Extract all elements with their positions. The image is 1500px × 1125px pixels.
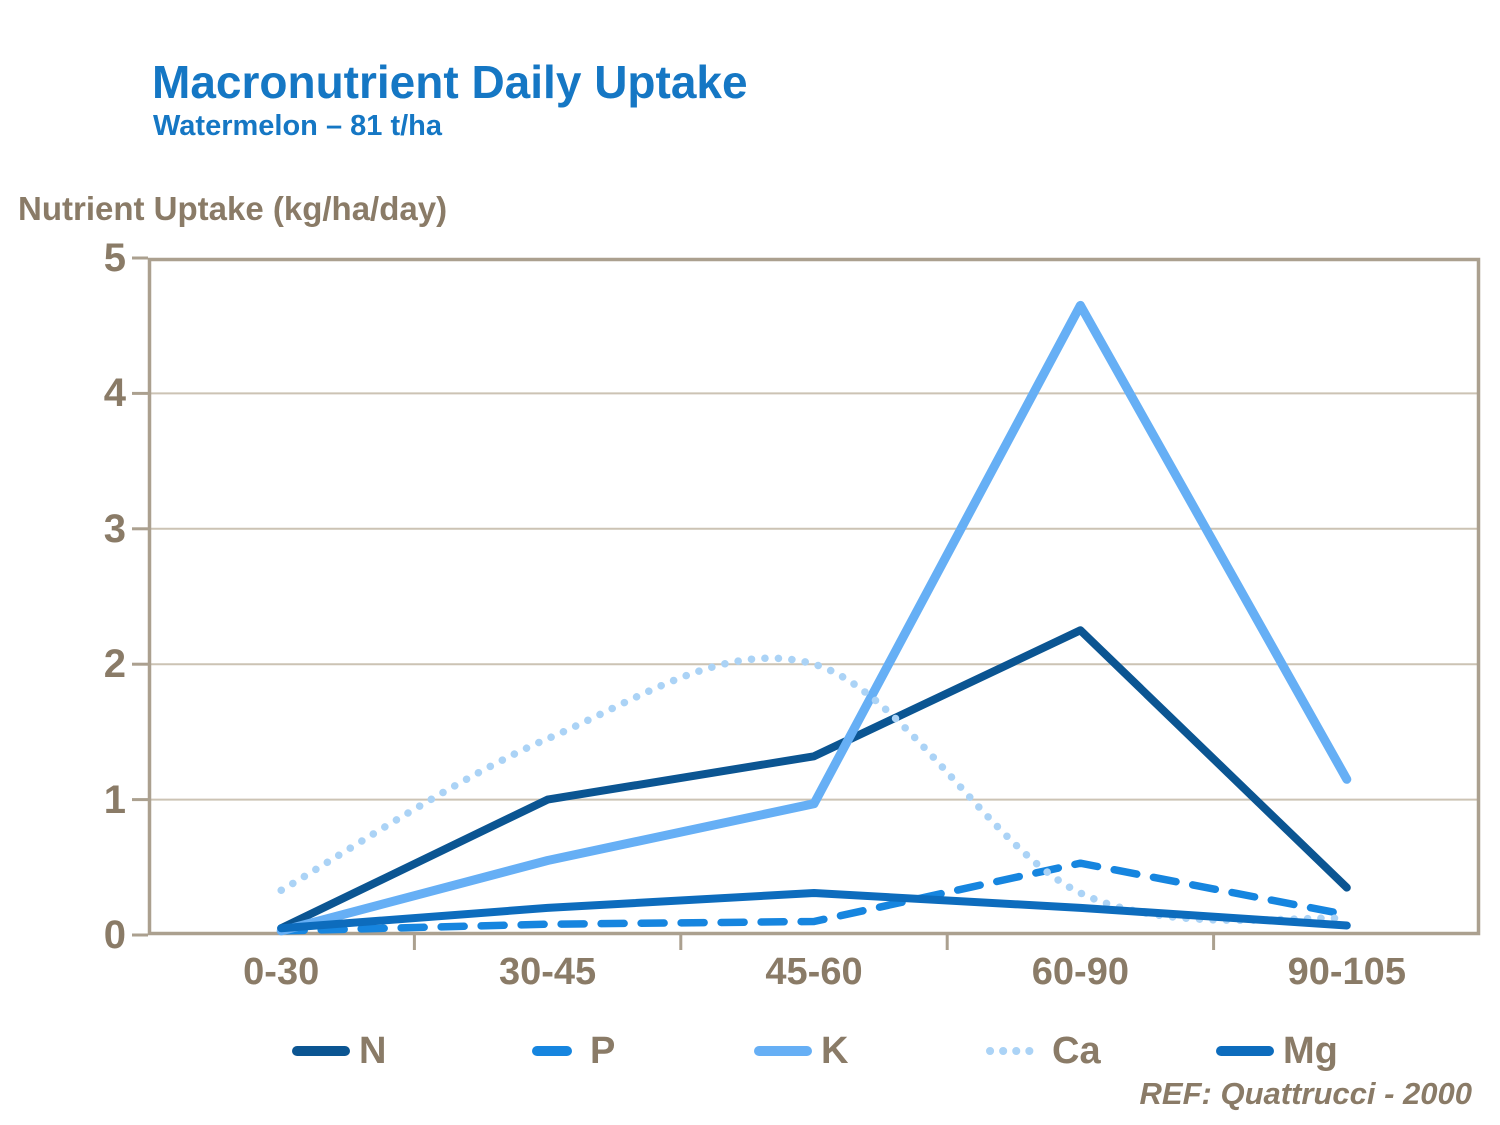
series-line-P <box>277 859 1351 935</box>
legend-swatch-Mg <box>1216 1046 1274 1056</box>
legend-item-Mg: Mg <box>1216 1028 1338 1074</box>
legend-swatch-N <box>292 1046 350 1056</box>
legend-label-K: K <box>821 1030 849 1072</box>
y-tick-label-2: 2 <box>103 642 126 687</box>
plot-frame <box>147 257 1481 936</box>
legend-label-Ca: Ca <box>1052 1030 1101 1072</box>
legend-item-Ca: Ca <box>985 1028 1101 1074</box>
series-line-Ca <box>277 654 1351 925</box>
legend-item-K: K <box>754 1028 848 1074</box>
legend-swatch-Ca <box>986 1047 1042 1055</box>
chart-subtitle: Watermelon – 81 t/ha <box>153 110 443 142</box>
y-tick-label-3: 3 <box>103 506 126 551</box>
x-tick-label-30-45: 30-45 <box>498 951 597 993</box>
legend-item-N: N <box>292 1028 386 1074</box>
series-line-K <box>276 300 1352 936</box>
series-line-Mg <box>277 889 1351 933</box>
line-chart <box>132 256 1481 950</box>
x-tick-label-45-60: 45-60 <box>765 951 863 993</box>
plot-area <box>132 256 1481 950</box>
chart-title: Macronutrient Daily Uptake <box>152 56 748 108</box>
y-tick-label-0: 0 <box>103 913 126 957</box>
x-tick-label-90-105: 90-105 <box>1287 951 1406 993</box>
y-axis-title: Nutrient Uptake (kg/ha/day) <box>18 190 448 227</box>
y-tick-label-4: 4 <box>103 371 126 416</box>
x-tick-label-0-30: 0-30 <box>243 951 320 993</box>
legend-label-P: P <box>590 1030 616 1072</box>
legend-swatch-K <box>754 1046 812 1056</box>
legend-item-P: P <box>523 1028 615 1074</box>
series-line-N <box>277 626 1351 933</box>
x-tick-label-60-90: 60-90 <box>1031 951 1129 993</box>
reference-note: REF: Quattrucci - 2000 <box>1139 1076 1472 1111</box>
legend-label-N: N <box>359 1030 387 1072</box>
y-tick-label-5: 5 <box>103 236 126 280</box>
legend-swatch-P <box>532 1046 581 1056</box>
legend-label-Mg: Mg <box>1283 1030 1338 1072</box>
y-tick-label-1: 1 <box>103 777 126 822</box>
